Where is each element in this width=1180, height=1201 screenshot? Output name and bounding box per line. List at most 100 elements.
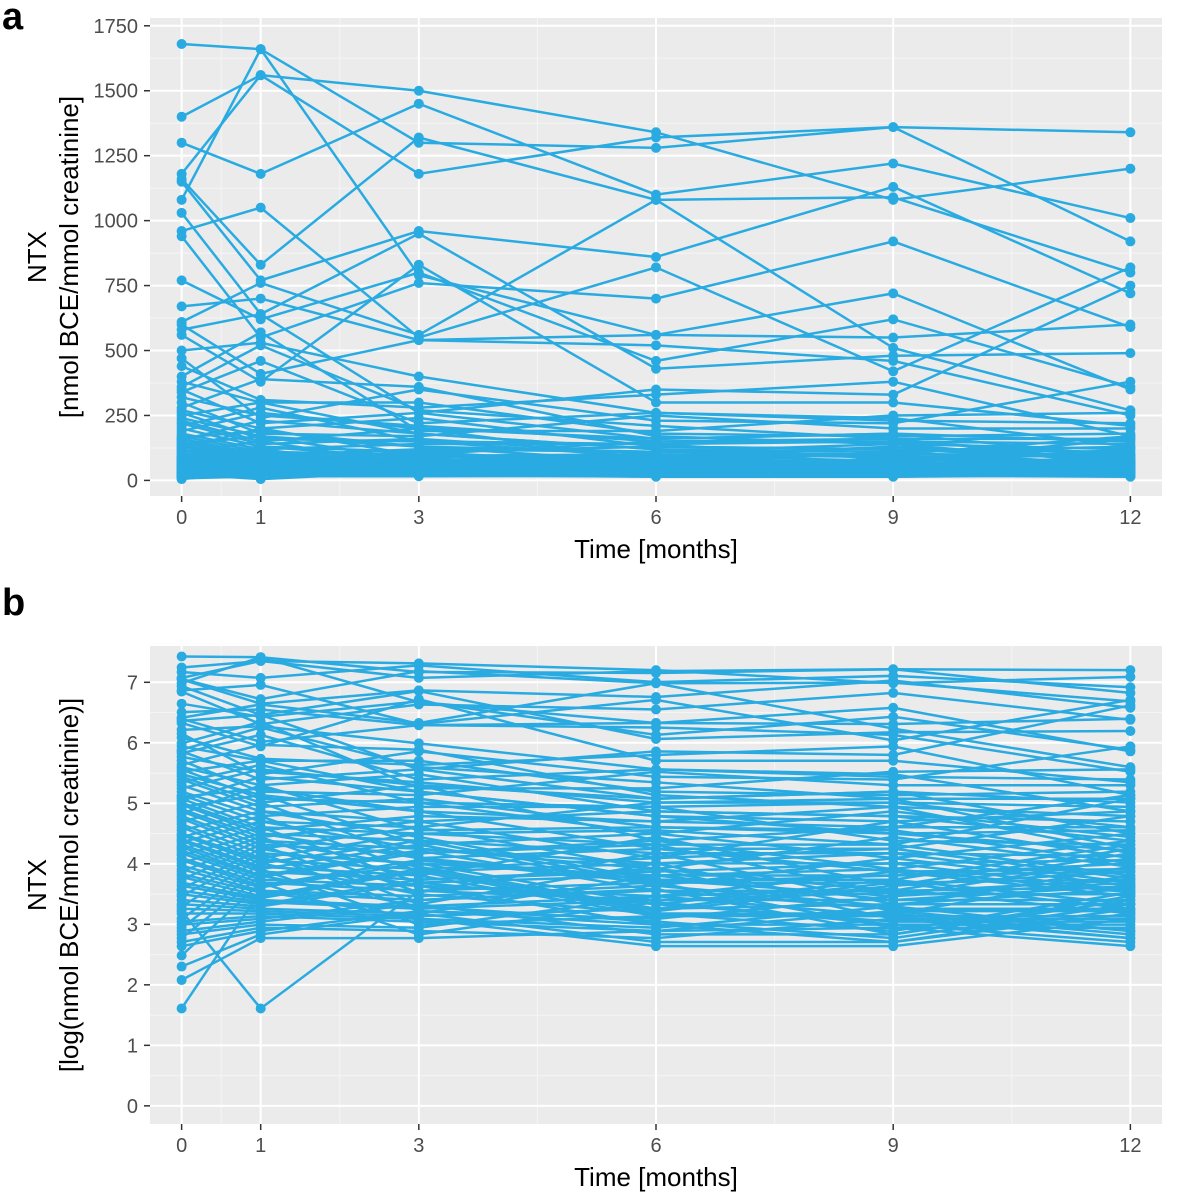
series-point — [1125, 164, 1135, 174]
y-tick-label: 1250 — [94, 146, 139, 168]
series-point — [414, 382, 424, 392]
series-point — [888, 802, 898, 812]
y-tick-label: 5 — [127, 793, 138, 815]
series-point — [888, 769, 898, 779]
x-tick-label: 1 — [255, 1135, 266, 1157]
chart-svg: 013691202505007501000125015001750Time [m… — [0, 0, 1180, 1196]
series-point — [888, 730, 898, 740]
y-tick-label: 750 — [105, 276, 138, 298]
series-point — [256, 798, 266, 808]
series-point — [414, 745, 424, 755]
series-point — [177, 975, 187, 985]
series-point — [256, 44, 266, 54]
series-point — [1125, 213, 1135, 223]
y-tick-label: 1750 — [94, 16, 139, 38]
series-point — [414, 787, 424, 797]
series-point — [1125, 262, 1135, 272]
series-point — [888, 756, 898, 766]
series-point — [888, 923, 898, 933]
panel-a-label: a — [2, 0, 23, 39]
series-point — [177, 687, 187, 697]
x-tick-label: 12 — [1119, 1135, 1141, 1157]
series-point — [651, 294, 661, 304]
series-point — [414, 335, 424, 345]
series-point — [414, 372, 424, 382]
series-point — [1125, 470, 1135, 480]
series-point — [888, 675, 898, 685]
x-tick-label: 0 — [176, 1135, 187, 1157]
series-point — [256, 374, 266, 384]
y-axis-title-line1: NTX — [22, 859, 52, 911]
x-tick-label: 9 — [888, 1135, 899, 1157]
series-point — [256, 203, 266, 213]
series-point — [888, 366, 898, 376]
series-point — [888, 712, 898, 722]
x-tick-label: 6 — [650, 507, 661, 529]
series-point — [888, 182, 898, 192]
series-point — [256, 466, 266, 476]
y-tick-label: 500 — [105, 341, 138, 363]
series-point — [414, 86, 424, 96]
series-point — [651, 840, 661, 850]
series-point — [888, 816, 898, 826]
series-point — [1125, 348, 1135, 358]
y-axis-title-line2: [log(nmol BCE/mmol creatinine)] — [54, 698, 84, 1072]
series-point — [256, 169, 266, 179]
x-axis-title: Time [months] — [574, 534, 738, 564]
series-point — [256, 886, 266, 896]
y-tick-label: 0 — [127, 470, 138, 492]
series-point — [1125, 715, 1135, 725]
series-point — [1125, 764, 1135, 774]
x-tick-label: 6 — [650, 1135, 661, 1157]
series-point — [256, 278, 266, 288]
y-tick-label: 1 — [127, 1035, 138, 1057]
series-point — [414, 470, 424, 480]
series-point — [651, 777, 661, 787]
series-point — [888, 236, 898, 246]
series-point — [651, 926, 661, 936]
series-point — [651, 897, 661, 907]
y-tick-label: 1000 — [94, 211, 139, 233]
series-point — [177, 138, 187, 148]
series-point — [177, 330, 187, 340]
series-point — [256, 260, 266, 270]
series-point — [414, 169, 424, 179]
series-point — [651, 252, 661, 262]
series-point — [177, 941, 187, 951]
series-point — [651, 695, 661, 705]
series-point — [1125, 672, 1135, 682]
series-point — [256, 327, 266, 337]
series-point — [256, 652, 266, 662]
series-point — [1125, 914, 1135, 924]
series-point — [1125, 700, 1135, 710]
series-point — [256, 294, 266, 304]
series-point — [414, 694, 424, 704]
series-point — [888, 664, 898, 674]
series-point — [414, 720, 424, 730]
series-point — [414, 99, 424, 109]
series-point — [1125, 780, 1135, 790]
series-point — [1125, 281, 1135, 291]
series-point — [1125, 811, 1135, 821]
series-point — [888, 472, 898, 482]
series-point — [651, 390, 661, 400]
series-point — [651, 704, 661, 714]
series-point — [1125, 322, 1135, 332]
series-point — [651, 133, 661, 143]
series-point — [651, 750, 661, 760]
series-point — [414, 133, 424, 143]
series-point — [1125, 726, 1135, 736]
series-point — [888, 703, 898, 713]
series-point — [651, 262, 661, 272]
series-point — [414, 278, 424, 288]
y-tick-label: 250 — [105, 405, 138, 427]
series-point — [177, 474, 187, 484]
y-axis-title-line1: NTX — [22, 231, 52, 283]
series-point — [256, 680, 266, 690]
series-point — [177, 1003, 187, 1013]
series-point — [256, 340, 266, 350]
series-point — [177, 361, 187, 371]
series-point — [1125, 741, 1135, 751]
series-point — [414, 229, 424, 239]
series-point — [414, 914, 424, 924]
